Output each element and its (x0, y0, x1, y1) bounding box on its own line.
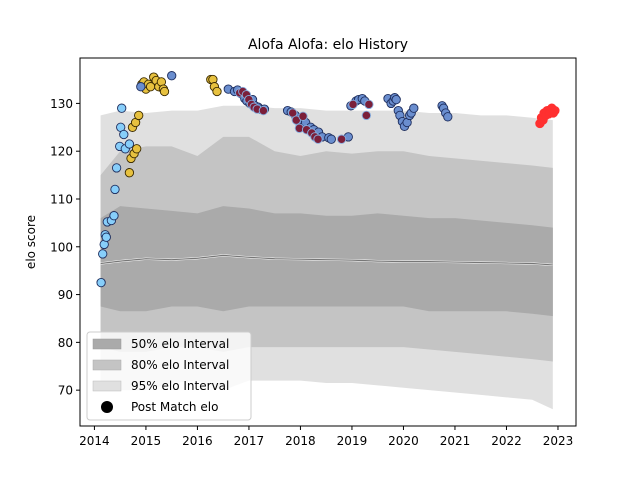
elo-point (109, 211, 119, 221)
elo-point (443, 112, 453, 122)
elo-point (167, 71, 177, 81)
y-tick-label: 130 (50, 97, 73, 111)
y-tick-label: 120 (50, 145, 73, 159)
elo-point (111, 163, 122, 173)
legend-label-50: 50% elo Interval (131, 337, 229, 351)
elo-point (336, 134, 347, 144)
elo-point (117, 103, 127, 113)
elo-point (298, 111, 308, 121)
elo-point (313, 134, 323, 144)
x-tick-label: 2018 (285, 434, 316, 448)
elo-point (348, 99, 358, 110)
x-tick-label: 2015 (131, 434, 162, 448)
post-match-points (96, 71, 560, 288)
y-tick-label: 90 (58, 288, 73, 302)
legend-swatch-95 (92, 380, 122, 392)
elo-point (119, 129, 129, 140)
elo-point (391, 94, 401, 105)
x-tick-label: 2017 (234, 434, 265, 448)
plot-frame (79, 57, 577, 427)
elo-point (326, 134, 336, 144)
elo-point (132, 144, 142, 154)
elo-point (550, 105, 560, 116)
elo-point (110, 184, 120, 195)
elo-point (134, 110, 144, 121)
elo-point (159, 86, 170, 97)
elo-point (136, 82, 146, 92)
y-axis-label: elo score (24, 215, 38, 269)
elo-point (212, 86, 222, 97)
x-tick-label: 2019 (337, 434, 368, 448)
elo-point (364, 99, 374, 110)
y-tick-label: 100 (50, 240, 73, 254)
y-tick-label: 80 (58, 336, 73, 350)
x-axis: 2014 2015 2016 2017 2018 2019 2020 2021 2022 2023 (79, 426, 573, 448)
x-tick-label: 2020 (388, 434, 419, 448)
y-tick-label: 110 (50, 192, 73, 206)
legend-box (86, 331, 252, 421)
legend: 50% elo Interval 80% elo Interval 95% el… (86, 331, 252, 421)
x-tick-label: 2016 (182, 434, 213, 448)
elo-point (124, 168, 135, 178)
elo-point (361, 110, 372, 121)
legend-marker-post-match (101, 401, 113, 413)
elo-point (409, 103, 419, 113)
y-tick-label: 70 (58, 384, 73, 398)
mean-elo-line (100, 254, 553, 267)
x-tick-label: 2014 (79, 434, 110, 448)
mean-line (100, 254, 553, 266)
elo-point (96, 277, 106, 288)
legend-label-80: 80% elo Interval (131, 358, 229, 372)
legend-label-post-match: Post Match elo (131, 400, 218, 414)
legend-swatch-50 (92, 338, 122, 350)
elo-point (124, 139, 135, 149)
band-50 (100, 206, 553, 317)
x-tick-label: 2023 (543, 434, 574, 448)
chart-title: Alofa Alofa: elo History (248, 37, 408, 53)
elo-point (101, 232, 111, 242)
elo-point (98, 249, 108, 259)
legend-swatch-80 (92, 359, 122, 371)
legend-label-95: 95% elo Interval (131, 379, 229, 393)
x-tick-label: 2021 (440, 434, 471, 448)
x-tick-label: 2022 (491, 434, 522, 448)
y-axis: 70 80 90 100 110 120 130 (50, 97, 80, 398)
elo-point (258, 105, 269, 116)
